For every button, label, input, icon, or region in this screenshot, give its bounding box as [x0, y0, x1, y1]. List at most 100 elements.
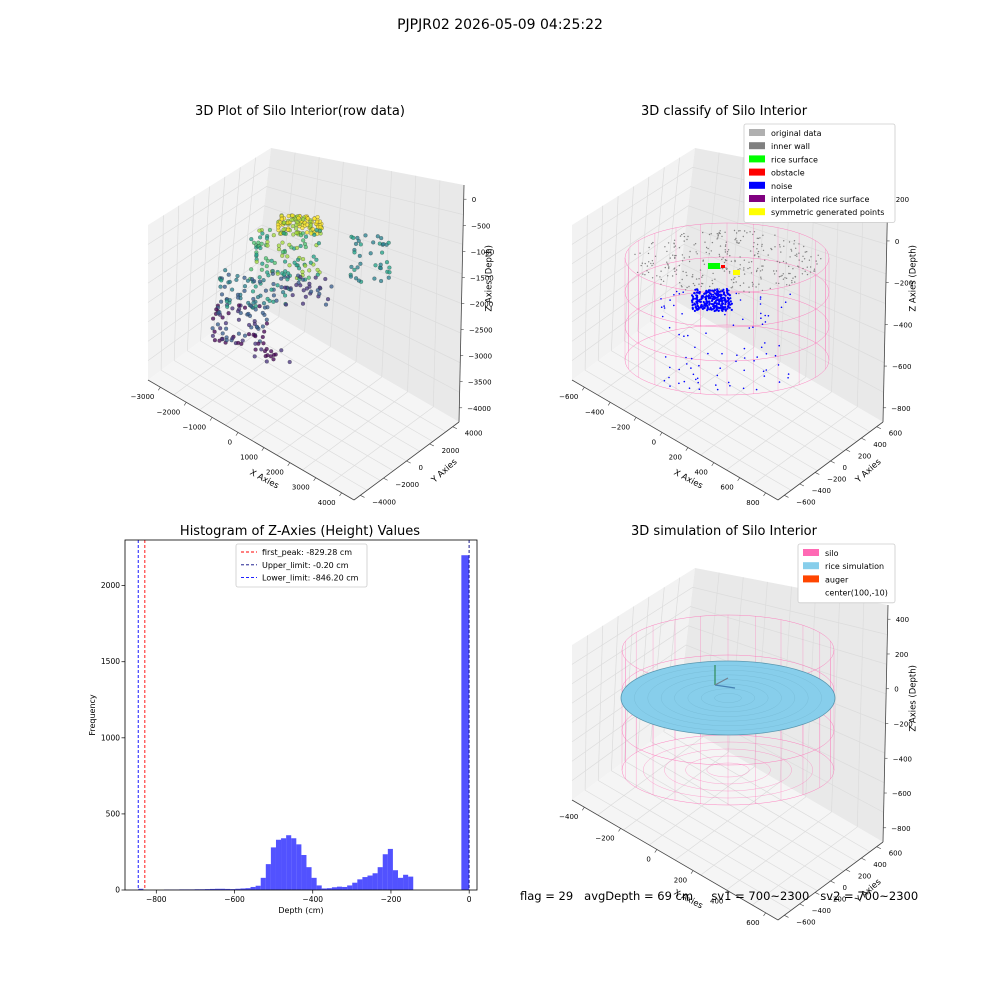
data-point	[373, 263, 378, 268]
inner-wall-point	[673, 243, 675, 245]
inner-wall-point	[634, 253, 636, 256]
data-point	[271, 281, 276, 287]
x-tick-label: −800	[146, 895, 167, 904]
x-tick-label: −2000	[157, 408, 181, 416]
data-point	[287, 263, 292, 268]
noise-point	[787, 377, 789, 379]
inner-wall-point	[694, 243, 697, 245]
data-point	[300, 231, 306, 236]
legend-swatch	[803, 562, 819, 570]
inner-wall-point	[802, 255, 804, 257]
data-point	[219, 278, 224, 283]
inner-wall-point	[806, 251, 808, 253]
noise-point	[706, 309, 709, 312]
inner-wall-point	[668, 266, 670, 268]
inner-wall-point	[702, 283, 704, 285]
gridline	[856, 600, 865, 828]
noise-point	[691, 298, 694, 301]
legend-label: rice simulation	[825, 562, 884, 571]
data-point	[258, 245, 263, 251]
inner-wall-point	[681, 254, 684, 256]
inner-wall-point	[742, 235, 744, 238]
noise-point	[705, 304, 708, 307]
noise-point	[678, 382, 680, 385]
inner-wall-point	[809, 266, 812, 268]
z-tick-label: −4000	[467, 405, 491, 413]
inner-wall-point	[782, 278, 785, 280]
inner-wall-point	[759, 270, 762, 272]
histogram-bar	[301, 855, 307, 890]
inner-wall-point	[708, 233, 711, 236]
inner-wall-point	[683, 240, 685, 242]
z-axis-label: Z Axies (Depth)	[909, 665, 919, 732]
inner-wall-point	[733, 229, 736, 232]
inner-wall-point	[734, 239, 736, 241]
noise-point	[717, 302, 720, 306]
y-tick-label: 0	[843, 464, 847, 472]
noise-point	[715, 307, 718, 310]
inner-wall-point	[792, 268, 794, 270]
inner-wall-point	[739, 264, 741, 266]
inner-wall-point	[681, 260, 684, 262]
data-point	[236, 303, 242, 308]
data-point	[219, 299, 224, 304]
data-point	[267, 227, 272, 233]
noise-point	[710, 295, 713, 298]
legend-label: Lower_limit: -846.20 cm	[262, 574, 359, 583]
data-point	[290, 224, 295, 229]
data-point	[300, 301, 306, 306]
data-point	[220, 337, 225, 342]
x-tick-label: 0	[467, 895, 472, 904]
legend-label: center(100,-10)	[825, 589, 888, 598]
rice-simulation-surface	[620, 660, 836, 736]
inner-wall-point	[778, 244, 781, 246]
inner-wall-point	[727, 249, 730, 251]
data-point	[265, 270, 270, 275]
noise-point	[678, 293, 681, 295]
x-tick-label: −200	[381, 895, 402, 904]
data-point	[258, 235, 263, 240]
silo-wireframe	[643, 741, 814, 799]
inner-wall-point	[666, 250, 668, 253]
noise-point	[762, 370, 765, 373]
histogram-bar	[306, 867, 312, 890]
histogram-bar	[220, 888, 226, 890]
noise-point	[690, 357, 693, 360]
data-point	[235, 273, 240, 279]
rice-mesh	[674, 679, 782, 717]
data-point	[212, 329, 217, 334]
inner-wall-point	[735, 281, 737, 283]
data-point	[264, 264, 269, 269]
data-point	[255, 295, 261, 300]
inner-wall-point	[684, 289, 687, 291]
inner-wall-point	[688, 285, 690, 288]
inner-wall-point	[702, 274, 704, 277]
z-tick-label: −200	[894, 721, 913, 729]
inner-wall-point	[757, 267, 759, 270]
inner-wall-point	[652, 262, 654, 265]
data-point	[248, 303, 254, 308]
inner-wall-point	[743, 230, 746, 232]
y-axis-label: Frequency	[88, 694, 97, 736]
z-tick-label: −400	[893, 755, 912, 763]
inner-wall-point	[801, 273, 804, 275]
noise-point	[716, 374, 719, 377]
noise-point	[692, 373, 695, 376]
legend-swatch	[749, 195, 765, 202]
inner-wall-point	[783, 245, 785, 247]
noise-point	[726, 289, 729, 292]
y-tick-label: 500	[106, 809, 121, 818]
legend-swatch	[803, 549, 819, 556]
gridline	[650, 167, 665, 322]
inner-wall-point	[641, 262, 643, 264]
noise-point	[724, 294, 727, 297]
noise-point	[713, 292, 717, 295]
inner-wall-point	[636, 271, 639, 274]
x-tick-label: 2000	[266, 469, 284, 477]
noise-point	[706, 301, 709, 304]
inner-wall-point	[644, 262, 646, 265]
inner-wall-point	[711, 282, 714, 285]
gridline	[650, 321, 857, 442]
gridline	[637, 176, 650, 332]
